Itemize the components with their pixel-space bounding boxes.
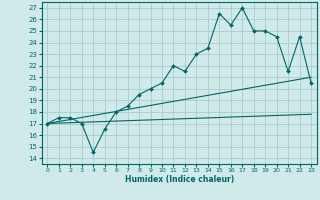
X-axis label: Humidex (Indice chaleur): Humidex (Indice chaleur) — [124, 175, 234, 184]
